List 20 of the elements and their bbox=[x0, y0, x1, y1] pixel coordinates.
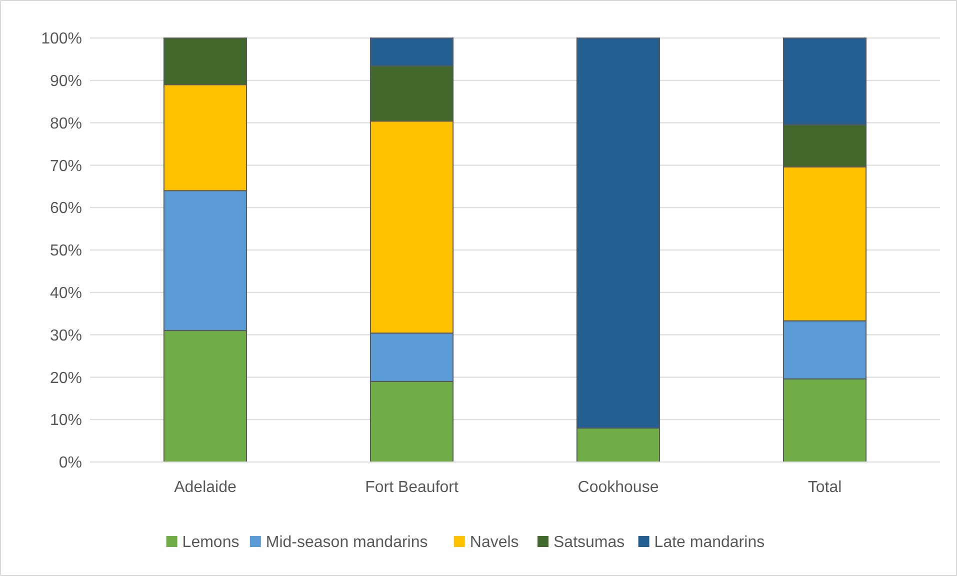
legend-label: Late mandarins bbox=[654, 534, 765, 551]
x-tick-label: Total bbox=[808, 479, 842, 496]
legend-label: Navels bbox=[470, 534, 519, 551]
x-tick-label: Cookhouse bbox=[578, 479, 659, 496]
y-tick-label: 10% bbox=[50, 412, 82, 430]
y-tick-label: 60% bbox=[50, 200, 82, 218]
y-tick-label: 30% bbox=[50, 327, 82, 344]
y-tick-label: 20% bbox=[50, 370, 82, 387]
legend-label: Satsumas bbox=[554, 534, 625, 551]
y-tick-label: 80% bbox=[50, 115, 82, 132]
y-tick-label: 40% bbox=[50, 285, 82, 302]
y-tick-label: 100% bbox=[41, 30, 82, 48]
x-tick-label: Fort Beaufort bbox=[365, 479, 459, 496]
legend-label: Lemons bbox=[182, 534, 240, 551]
x-tick-label: Adelaide bbox=[174, 479, 236, 496]
legend-label: Mid-season mandarins bbox=[266, 534, 428, 551]
y-tick-label: 70% bbox=[50, 158, 82, 175]
y-tick-label: 50% bbox=[50, 242, 82, 260]
y-tick-label: 0% bbox=[58, 454, 82, 472]
y-tick-label: 90% bbox=[50, 73, 82, 90]
